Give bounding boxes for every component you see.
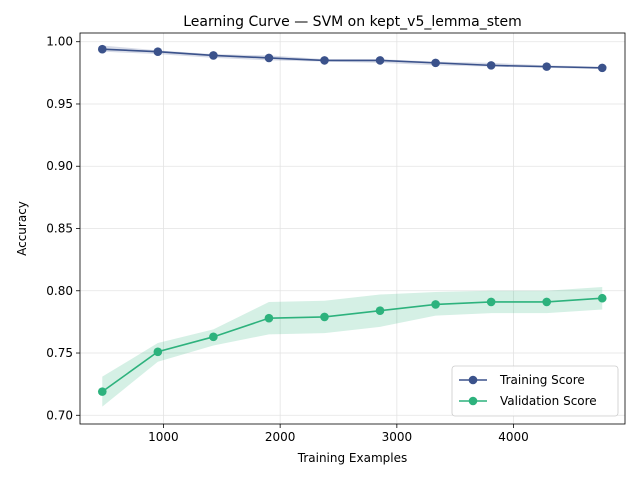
training-score-point — [431, 58, 440, 68]
training-score-point — [97, 44, 107, 54]
y-tick-label: 0.70 — [46, 408, 73, 422]
y-tick-label: 0.75 — [46, 346, 73, 360]
training-score-point — [320, 56, 329, 65]
validation-score-point — [375, 306, 385, 315]
validation-score-band — [102, 287, 603, 407]
validation-score-point — [486, 297, 496, 307]
validation-score-point — [431, 300, 440, 309]
x-axis-label: Training Examples — [297, 451, 407, 465]
validation-score-point — [597, 293, 607, 303]
training-score-band — [102, 45, 603, 70]
training-score-point — [542, 62, 551, 71]
y-tick-label: 0.90 — [46, 159, 73, 173]
validation-score-point — [320, 312, 329, 322]
chart-title: Learning Curve — SVM on kept_v5_lemma_st… — [183, 14, 522, 30]
confidence-bands — [102, 45, 603, 407]
training-score-point — [375, 56, 385, 65]
legend: Training Score Validation Score — [451, 365, 619, 417]
y-axis-label: Accuracy — [15, 201, 29, 256]
x-tick-label: 2000 — [265, 430, 296, 444]
legend-swatch-marker — [468, 396, 478, 406]
training-score-point — [209, 51, 218, 60]
series-points — [97, 44, 607, 396]
y-tick-label: 0.80 — [46, 284, 73, 298]
validation-score-point — [542, 297, 551, 307]
validation-score-point — [97, 387, 107, 396]
validation-score-point — [209, 332, 218, 342]
series-lines — [101, 48, 603, 393]
legend-box — [451, 365, 619, 417]
x-tick-label: 3000 — [382, 430, 413, 444]
y-tick-label: 0.85 — [46, 222, 73, 236]
training-score-point — [597, 63, 607, 73]
legend-label: Training Score — [499, 373, 585, 387]
y-tick-label: 0.95 — [46, 97, 73, 111]
axis-ticks: 1000 2000 3000 4000 0.70 0.75 0.80 0.85 0.90 0.95… — [46, 35, 529, 444]
training-score-point — [264, 53, 274, 63]
legend-swatch-marker — [468, 375, 478, 385]
legend-label: Validation Score — [500, 394, 597, 408]
training-score-line — [102, 48, 603, 69]
training-score-point — [486, 61, 496, 70]
validation-score-line — [101, 297, 603, 393]
validation-score-point — [153, 347, 163, 357]
x-tick-label: 4000 — [498, 430, 529, 444]
validation-score-point — [264, 313, 274, 323]
grid — [80, 33, 625, 424]
training-score-point — [153, 47, 163, 56]
x-tick-label: 1000 — [148, 430, 179, 444]
y-tick-label: 1.00 — [46, 35, 73, 49]
